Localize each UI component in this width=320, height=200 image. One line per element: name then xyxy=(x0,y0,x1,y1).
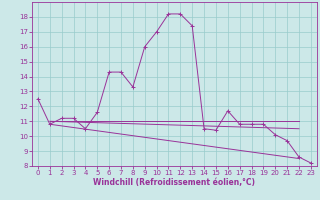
X-axis label: Windchill (Refroidissement éolien,°C): Windchill (Refroidissement éolien,°C) xyxy=(93,178,255,187)
